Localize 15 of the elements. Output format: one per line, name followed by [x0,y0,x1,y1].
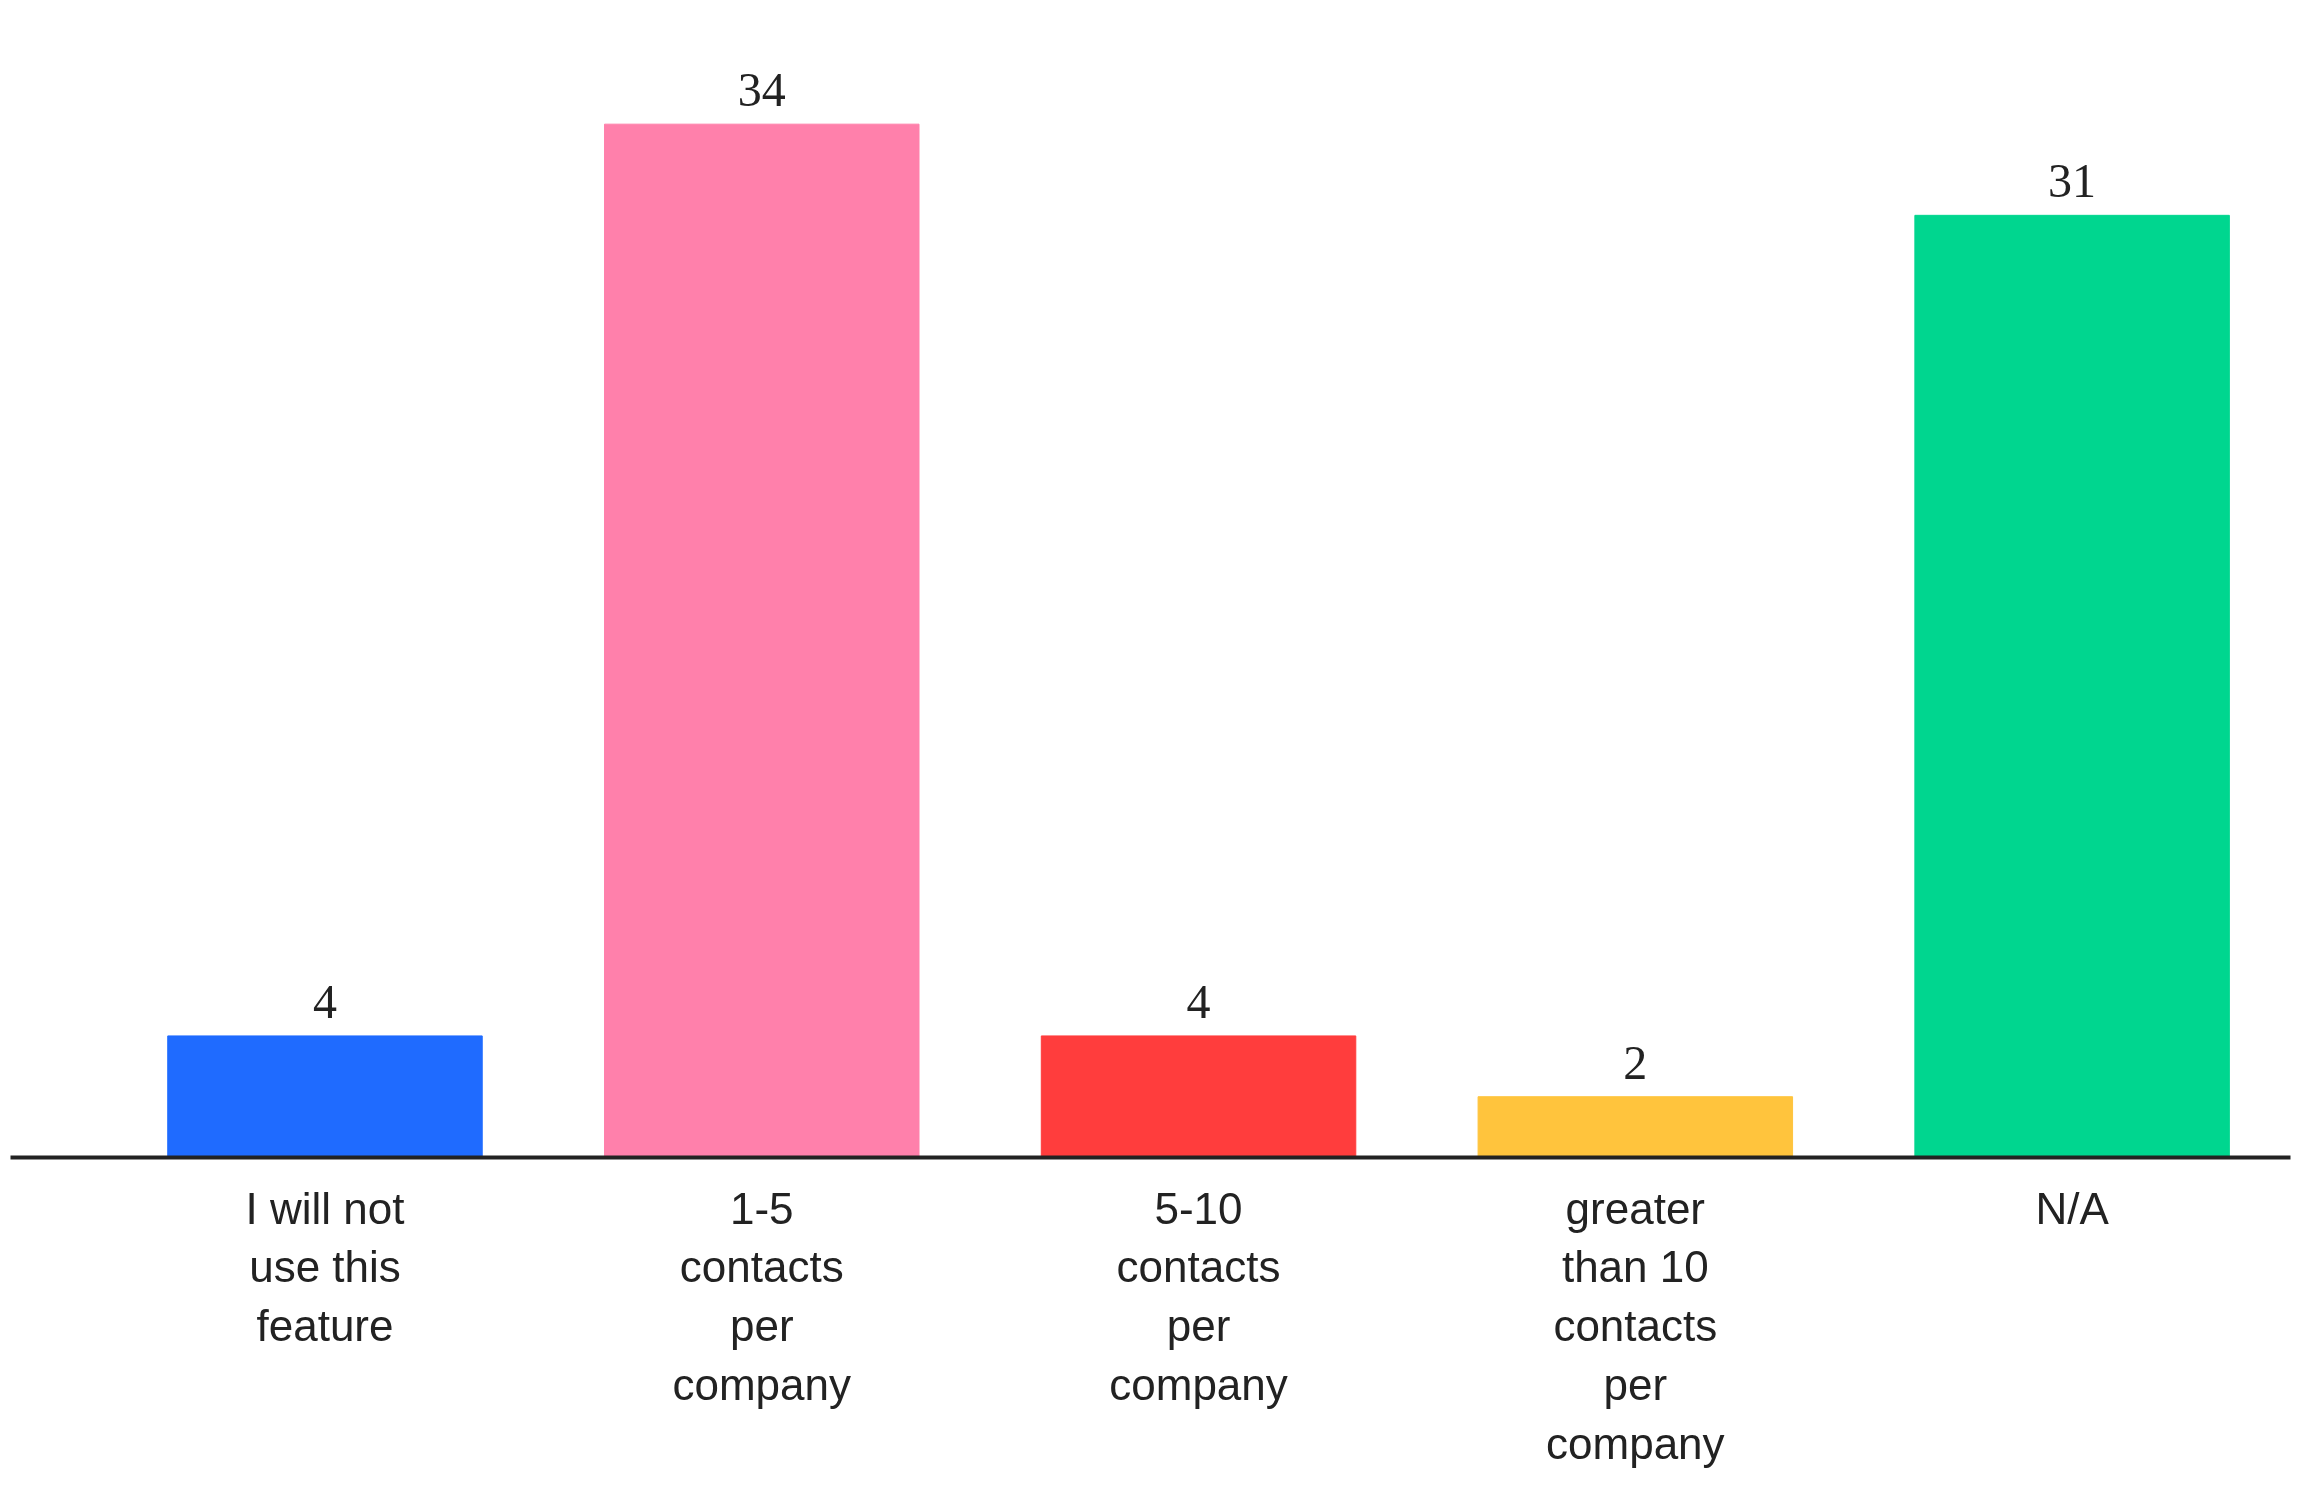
data-label: 31 [2048,154,2097,208]
bar [167,1035,483,1158]
x-tick-label: I will not use this feature [245,1183,405,1351]
bar [1477,1096,1794,1158]
x-tick-label: 1-5 contacts per company [672,1183,852,1409]
data-label: 4 [1186,974,1211,1028]
data-label: 4 [312,974,337,1028]
data-label: 2 [1623,1035,1648,1089]
x-tick-label: greater than 10 contacts per company [1546,1183,1725,1468]
x-tick-label: 5-10 contacts per company [1109,1183,1288,1409]
bar [1914,214,2230,1158]
bar [1040,1035,1357,1158]
data-label: 34 [737,63,786,117]
x-tick-label: N/A [2035,1183,2110,1233]
bar [604,123,920,1158]
